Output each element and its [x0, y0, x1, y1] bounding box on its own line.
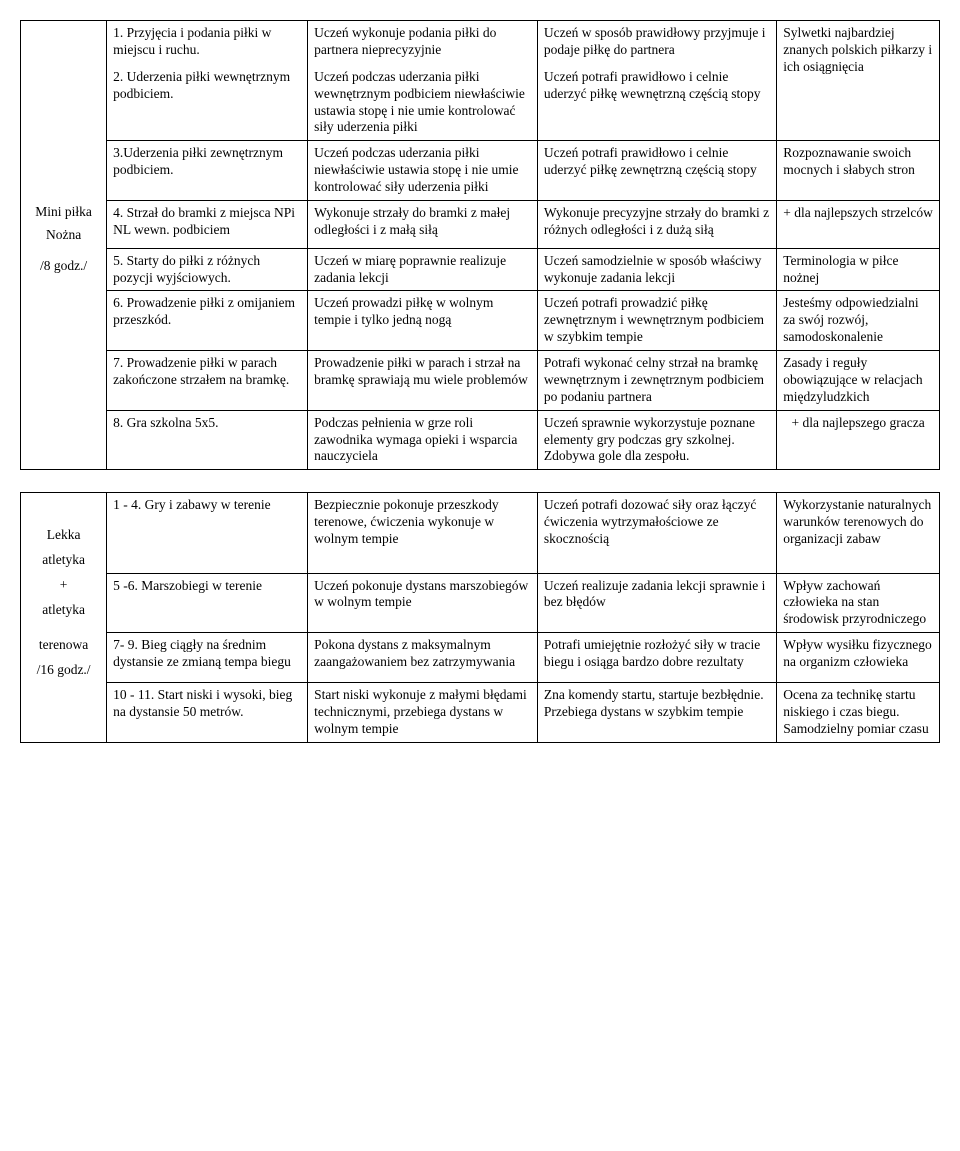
table-row: 1. Przyjęcia i podania piłki w miejscu i…: [21, 21, 940, 141]
cell: Uczeń prowadzi piłkę w wolnym tempie i t…: [308, 291, 538, 351]
cell: Wykorzystanie naturalnych warunków teren…: [777, 493, 940, 573]
cell: Uczeń potrafi prawidłowo i celnie uderzy…: [537, 141, 776, 201]
cell: + dla najlepszego gracza: [777, 410, 940, 470]
cell: Uczeń samodzielnie w sposób właściwy wyk…: [537, 248, 776, 291]
side-label: Nożna: [27, 227, 100, 244]
table-row: 10 - 11. Start niski i wysoki, bieg na d…: [21, 682, 940, 742]
cell: + dla najlepszych strzelców: [777, 200, 940, 248]
table-row: Lekka atletyka 1 - 4. Gry i zabawy w ter…: [21, 493, 940, 573]
table-row: terenowa /16 godz./ 7- 9. Bieg ciągły na…: [21, 633, 940, 683]
cell: Uczeń sprawnie wykorzystuje poznane elem…: [537, 410, 776, 470]
cell: Zasady i reguły obowiązujące w relacjach…: [777, 351, 940, 411]
cell: 7- 9. Bieg ciągły na średnim dystansie z…: [107, 633, 308, 683]
text: Uczeń potrafi prawidłowo i celnie uderzy…: [544, 69, 770, 103]
side-cell: [21, 141, 107, 201]
side-label: atletyka: [27, 552, 100, 569]
cell: 8. Gra szkolna 5x5.: [107, 410, 308, 470]
side-label: atletyka: [27, 602, 100, 619]
cell: 6. Prowadzenie piłki z omijaniem przeszk…: [107, 291, 308, 351]
cell: 5. Starty do piłki z różnych pozycji wyj…: [107, 248, 308, 291]
curriculum-table-athletics: Lekka atletyka 1 - 4. Gry i zabawy w ter…: [20, 492, 940, 742]
side-cell: + atletyka: [21, 573, 107, 633]
table-gap: [20, 470, 940, 492]
side-cell: [21, 351, 107, 411]
cell: Wykonuje strzały do bramki z małej odleg…: [308, 200, 538, 248]
side-cell: Lekka atletyka: [21, 493, 107, 573]
cell: Zna komendy startu, startuje bezbłędnie.…: [537, 682, 776, 742]
side-label: +: [27, 577, 100, 594]
side-label: /8 godz./: [27, 258, 100, 275]
cell: Podczas pełnienia w grze roli zawodnika …: [308, 410, 538, 470]
cell: Ocena za technikę startu niskiego i czas…: [777, 682, 940, 742]
text: Uczeń podczas uderzania piłki wewnętrzny…: [314, 69, 531, 137]
table-row: 7. Prowadzenie piłki w parach zakończone…: [21, 351, 940, 411]
cell: Uczeń podczas uderzania piłki niewłaściw…: [308, 141, 538, 201]
cell: Potrafi umiejętnie rozłożyć siły w traci…: [537, 633, 776, 683]
cell: Uczeń w sposób prawidłowy przyjmuje i po…: [537, 21, 776, 141]
cell: Uczeń w miarę poprawnie realizuje zadani…: [308, 248, 538, 291]
curriculum-table-football: 1. Przyjęcia i podania piłki w miejscu i…: [20, 20, 940, 470]
cell: Rozpoznawanie swoich mocnych i słabych s…: [777, 141, 940, 201]
table-row: 3.Uderzenia piłki zewnętrznym podbiciem.…: [21, 141, 940, 201]
cell: Wpływ wysiłku fizycznego na organizm czł…: [777, 633, 940, 683]
cell: 1 - 4. Gry i zabawy w terenie: [107, 493, 308, 573]
cell: Uczeń wykonuje podania piłki do partnera…: [308, 21, 538, 141]
side-label: Mini piłka: [27, 204, 100, 221]
side-cell: [21, 410, 107, 470]
cell: Uczeń pokonuje dystans marszobiegów w wo…: [308, 573, 538, 633]
text: 2. Uderzenia piłki wewnętrznym podbiciem…: [113, 69, 301, 103]
table-row: /8 godz./ 5. Starty do piłki z różnych p…: [21, 248, 940, 291]
cell: Potrafi wykonać celny strzał na bramkę w…: [537, 351, 776, 411]
side-label: Lekka: [27, 527, 100, 544]
cell: 4. Strzał do bramki z miejsca NPi NL wew…: [107, 200, 308, 248]
text: Uczeń wykonuje podania piłki do partnera…: [314, 25, 531, 59]
table-row: + atletyka 5 -6. Marszobiegi w terenie U…: [21, 573, 940, 633]
cell: Bezpiecznie pokonuje przeszkody terenowe…: [308, 493, 538, 573]
side-cell: [21, 291, 107, 351]
side-cell: Mini piłka Nożna: [21, 200, 107, 248]
cell: Prowadzenie piłki w parach i strzał na b…: [308, 351, 538, 411]
table-row: 6. Prowadzenie piłki z omijaniem przeszk…: [21, 291, 940, 351]
cell: Start niski wykonuje z małymi błędami te…: [308, 682, 538, 742]
cell: Pokona dystans z maksymalnym zaangażowan…: [308, 633, 538, 683]
cell: 7. Prowadzenie piłki w parach zakończone…: [107, 351, 308, 411]
side-cell: [21, 682, 107, 742]
side-cell: [21, 21, 107, 141]
cell: Uczeń potrafi dozować siły oraz łączyć ć…: [537, 493, 776, 573]
side-label: /16 godz./: [27, 662, 100, 679]
side-cell: /8 godz./: [21, 248, 107, 291]
table-row: 8. Gra szkolna 5x5. Podczas pełnienia w …: [21, 410, 940, 470]
cell: 5 -6. Marszobiegi w terenie: [107, 573, 308, 633]
side-label: terenowa: [27, 637, 100, 654]
cell: Sylwetki najbardziej znanych polskich pi…: [777, 21, 940, 141]
cell: Wpływ zachowań człowieka na stan środowi…: [777, 573, 940, 633]
side-cell: terenowa /16 godz./: [21, 633, 107, 683]
cell: Terminologia w piłce nożnej: [777, 248, 940, 291]
cell: 10 - 11. Start niski i wysoki, bieg na d…: [107, 682, 308, 742]
cell: 1. Przyjęcia i podania piłki w miejscu i…: [107, 21, 308, 141]
cell: 3.Uderzenia piłki zewnętrznym podbiciem.: [107, 141, 308, 201]
cell: Jesteśmy odpowiedzialni za swój rozwój, …: [777, 291, 940, 351]
cell: Uczeń realizuje zadania lekcji sprawnie …: [537, 573, 776, 633]
text: 1. Przyjęcia i podania piłki w miejscu i…: [113, 25, 301, 59]
cell: Uczeń potrafi prowadzić piłkę zewnętrzny…: [537, 291, 776, 351]
table-row: Mini piłka Nożna 4. Strzał do bramki z m…: [21, 200, 940, 248]
cell: Wykonuje precyzyjne strzały do bramki z …: [537, 200, 776, 248]
text: Uczeń w sposób prawidłowy przyjmuje i po…: [544, 25, 770, 59]
